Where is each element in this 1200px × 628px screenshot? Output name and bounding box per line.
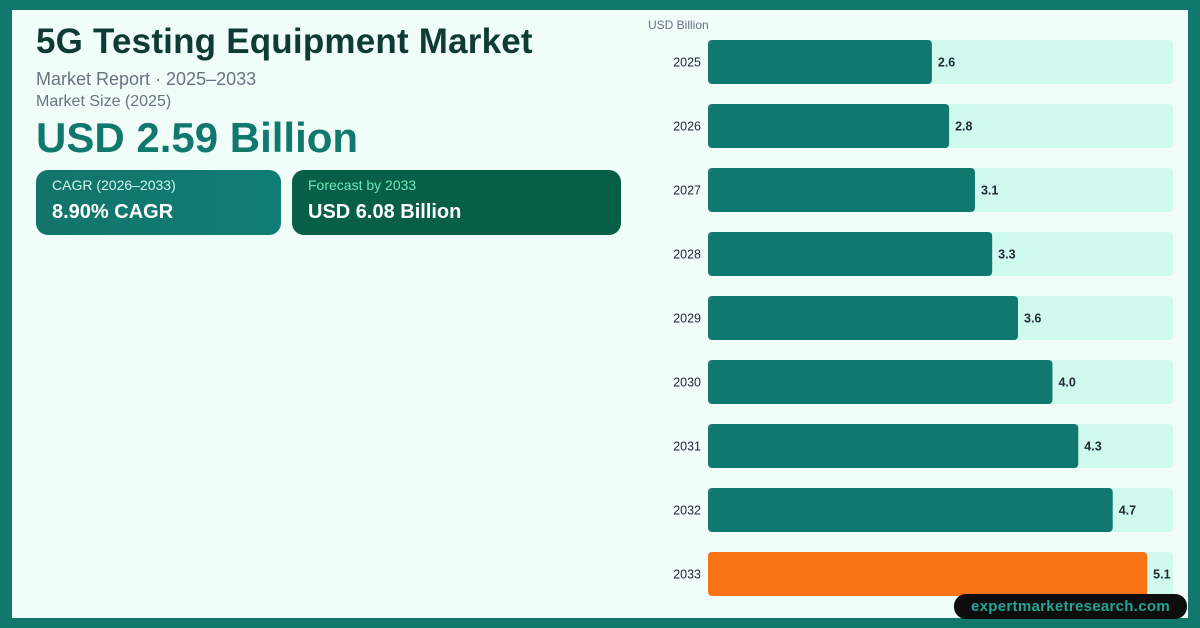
chart-unit-label: USD Billion (648, 18, 709, 32)
forecast-card: Forecast by 2033 USD 6.08 Billion (292, 170, 621, 235)
bar-2031 (708, 424, 1079, 468)
category-label-2029: 2029 (673, 312, 701, 326)
category-label-2032: 2032 (673, 504, 701, 518)
bar-2028 (708, 232, 993, 276)
bar-2027 (708, 168, 975, 212)
value-label-2028: 3.3 (998, 248, 1015, 262)
brand-watermark[interactable]: expertmarketresearch.com (954, 594, 1187, 619)
value-label-2029: 3.6 (1024, 312, 1041, 326)
category-label-2033: 2033 (673, 568, 701, 582)
category-label-2025: 2025 (673, 56, 701, 70)
cagr-label: CAGR (2026–2033) (52, 177, 176, 193)
value-label-2025: 2.6 (938, 56, 955, 70)
value-label-2030: 4.0 (1058, 376, 1075, 390)
cagr-card: CAGR (2026–2033) 8.90% CAGR (36, 170, 281, 235)
chart-card: 5G Testing Equipment Market Market Repor… (12, 10, 1188, 618)
report-subtitle: Market Report · 2025–2033 (36, 69, 257, 89)
market-size-value: USD 2.59 Billion (36, 114, 359, 161)
bar-2033 (708, 552, 1148, 596)
value-label-2031: 4.3 (1084, 440, 1101, 454)
category-label-2031: 2031 (673, 440, 701, 454)
cagr-value: 8.90% CAGR (52, 201, 174, 223)
forecast-label: Forecast by 2033 (308, 177, 417, 193)
market-size-label: Market Size (2025) (36, 93, 172, 110)
value-label-2033: 5.1 (1153, 568, 1170, 582)
category-label-2027: 2027 (673, 184, 701, 198)
bar-2026 (708, 104, 950, 148)
category-label-2028: 2028 (673, 248, 701, 262)
forecast-value: USD 6.08 Billion (308, 201, 462, 223)
value-label-2027: 3.1 (981, 184, 998, 198)
bar-chart: 2025 2.6 2026 2.8 2027 3.1 2028 3.3 2029 3.6 2030 4… (673, 40, 1173, 596)
bar-2032 (708, 488, 1113, 532)
bar-2029 (708, 296, 1018, 340)
value-label-2032: 4.7 (1119, 504, 1136, 518)
category-label-2030: 2030 (673, 376, 701, 390)
bar-2030 (708, 360, 1053, 404)
page-title: 5G Testing Equipment Market (36, 22, 533, 61)
bar-2025 (708, 40, 932, 84)
category-label-2026: 2026 (673, 120, 701, 134)
value-label-2026: 2.8 (955, 120, 972, 134)
